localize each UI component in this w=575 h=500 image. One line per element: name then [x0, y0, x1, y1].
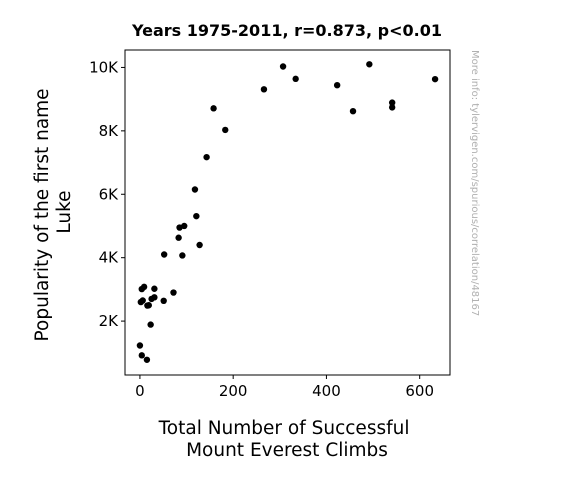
data-point	[145, 302, 152, 309]
data-point	[431, 75, 439, 83]
x-tick-label: 600	[405, 382, 434, 400]
y-tick-label: 2K	[99, 312, 120, 330]
data-point	[170, 289, 177, 296]
y-axis: 2K 4K 6K 8K 10K	[89, 58, 125, 330]
plot-frame	[124, 49, 451, 376]
y-tick-label: 4K	[99, 249, 120, 267]
data-point	[138, 352, 145, 359]
data-point	[210, 105, 217, 112]
source-watermark: More info: tylervigen.com/spurious/corre…	[469, 50, 480, 316]
data-point	[333, 81, 341, 89]
data-point	[366, 61, 373, 68]
x-axis-label-line-2: Mount Everest Climbs	[186, 440, 388, 461]
data-point	[140, 283, 148, 291]
data-point	[147, 321, 154, 328]
data-point	[260, 86, 268, 93]
y-axis-label-line-2: Luke	[54, 190, 75, 233]
data-point	[203, 153, 210, 161]
x-axis: 0 200 400 600	[135, 375, 434, 400]
y-tick-label: 6K	[99, 185, 120, 203]
x-axis-label-line-1: Total Number of Successful	[158, 418, 410, 439]
data-point	[151, 285, 158, 292]
data-point	[139, 297, 146, 304]
data-point	[193, 212, 200, 220]
data-point	[160, 297, 167, 305]
data-point	[292, 75, 299, 83]
data-point	[388, 104, 396, 111]
data-point	[160, 251, 168, 258]
x-tick-label: 200	[219, 382, 248, 400]
data-point	[388, 99, 396, 106]
x-tick-label: 0	[135, 382, 145, 400]
y-axis-label-line-1: Popularity of the first name	[32, 88, 53, 341]
data-point	[349, 107, 357, 115]
y-axis-label: Popularity of the first name Luke	[32, 83, 75, 342]
data-point	[175, 234, 182, 241]
data-point	[196, 241, 203, 249]
y-tick-label: 8K	[99, 122, 120, 140]
data-point	[179, 252, 186, 259]
data-point	[279, 63, 287, 70]
data-points	[136, 61, 439, 363]
data-point	[151, 294, 158, 301]
data-point	[191, 186, 199, 193]
x-tick-label: 400	[312, 382, 341, 400]
y-tick-label: 10K	[89, 58, 119, 76]
data-point	[181, 222, 188, 230]
data-point	[222, 126, 229, 134]
x-axis-label: Total Number of Successful Mount Everest…	[158, 418, 416, 461]
data-point	[136, 342, 144, 349]
data-point	[143, 356, 151, 363]
chart-title: Years 1975-2011, r=0.873, p<0.01	[131, 21, 442, 40]
